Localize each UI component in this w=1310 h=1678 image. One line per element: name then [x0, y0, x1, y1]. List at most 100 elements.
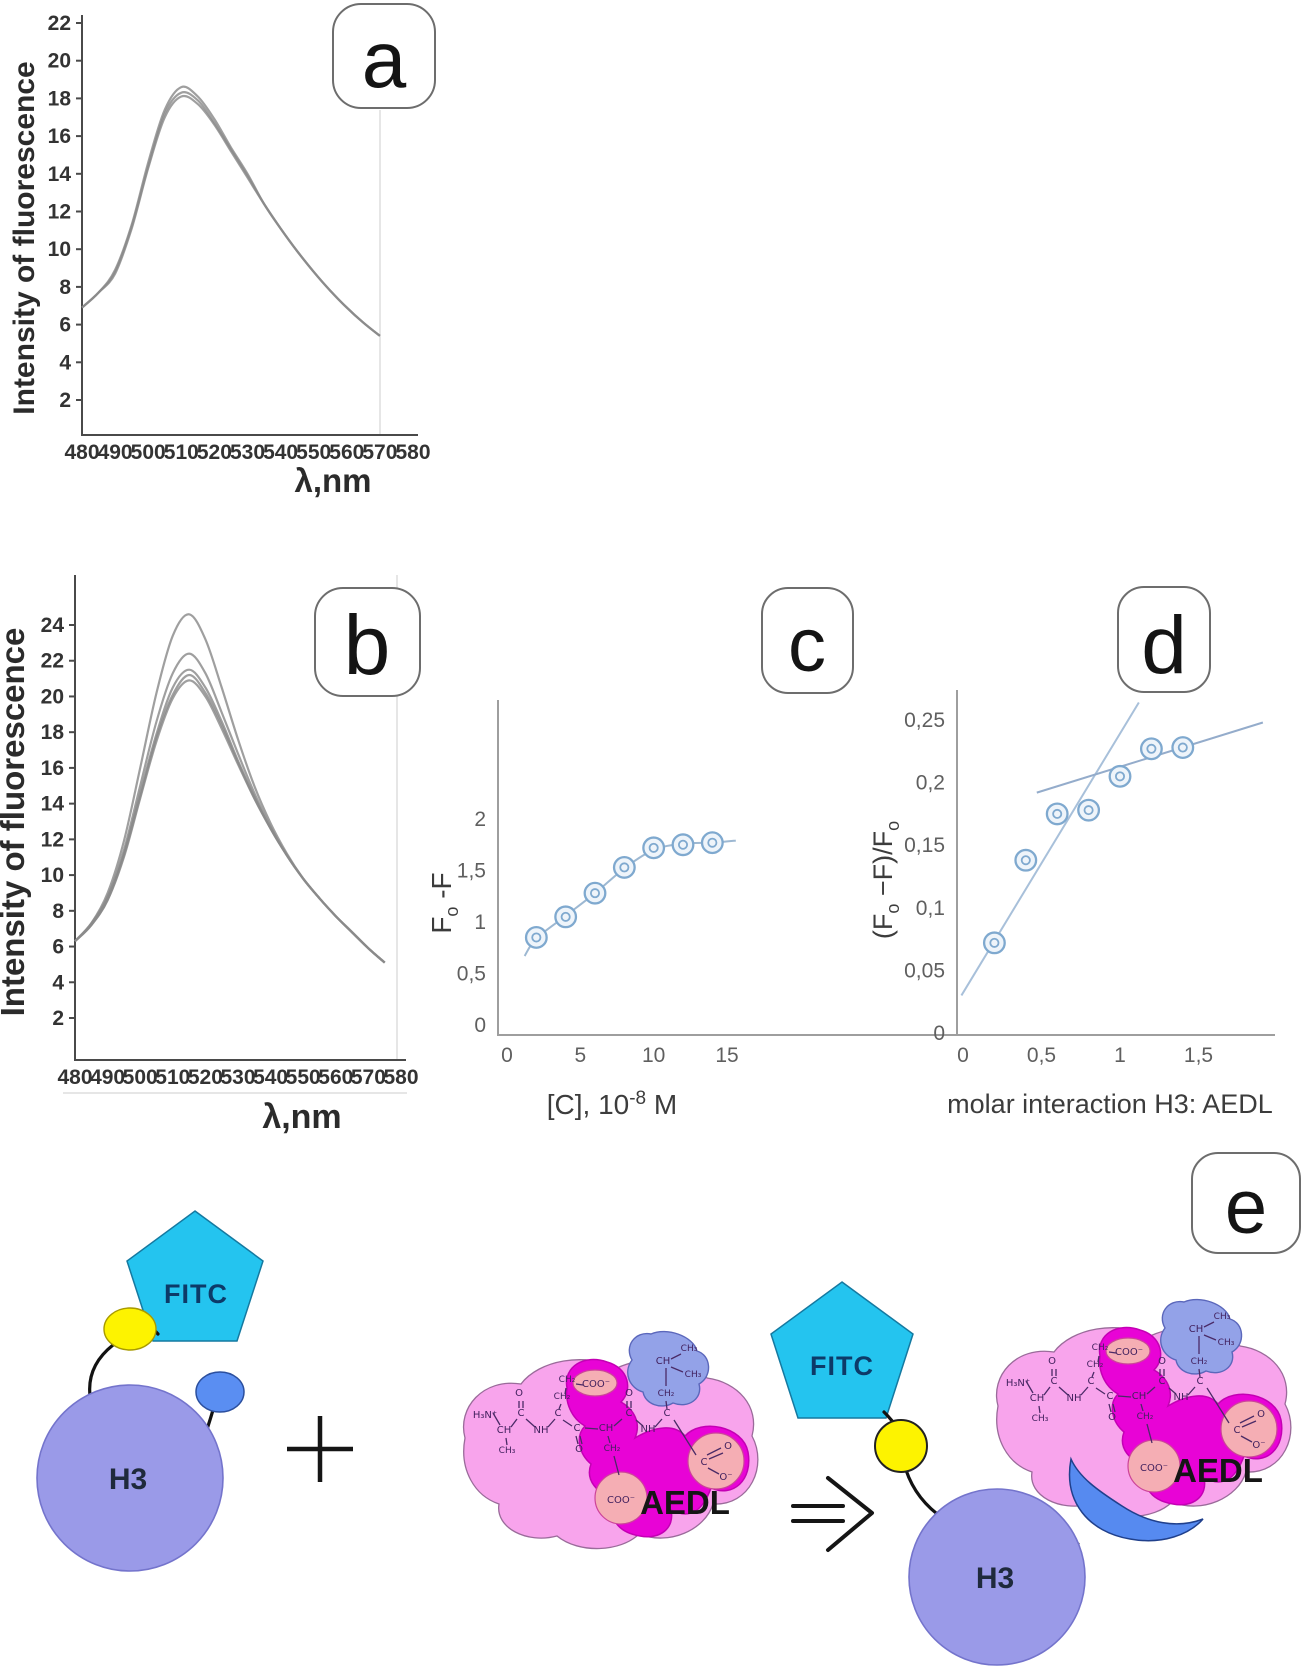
ylabel-sub: o — [883, 904, 903, 914]
aedl-name-label: AEDL — [640, 1484, 730, 1521]
chem-label: CH — [1189, 1324, 1204, 1335]
panel-a-spectrum-plot: 2468101214161820224804905005105205305405… — [48, 12, 431, 464]
panel-b-x-axis-label: λ,nm — [262, 1098, 341, 1136]
chem-label: O — [724, 1441, 732, 1452]
y-tick-label: 6 — [52, 936, 64, 959]
x-tick-label: 540 — [253, 1066, 288, 1089]
x-tick-label: 540 — [263, 441, 298, 464]
panel-label-a: a — [332, 3, 436, 109]
chem-bond — [1198, 1368, 1201, 1378]
chem-bond — [665, 1400, 668, 1410]
chem-bond — [575, 1435, 579, 1445]
chem-bond — [510, 1418, 518, 1428]
chem-bond — [1239, 1415, 1255, 1424]
xlabel-sup: -8 — [629, 1088, 646, 1109]
x-tick-label: 560 — [329, 441, 364, 464]
data-point-outer-ring — [982, 931, 1006, 955]
data-point-inner-ring — [678, 839, 689, 850]
chem-bond — [707, 1467, 720, 1475]
y-tick-label: 10 — [41, 864, 64, 887]
panel-label-box — [332, 3, 436, 109]
chem-label: C — [664, 1408, 671, 1419]
data-point-outer-ring — [700, 831, 724, 855]
ylabel-part: -F — [426, 872, 457, 906]
x-tick-label: 15 — [715, 1044, 738, 1067]
data-point-inner-ring — [1177, 742, 1188, 753]
carboxylate-bubble-right — [1220, 1400, 1278, 1458]
panel-a-y-axis-label: Intensity of fluorescence — [8, 61, 41, 414]
panel-letter: d — [1141, 600, 1187, 691]
chem-label: C — [1197, 1376, 1204, 1387]
chem-bond — [673, 1419, 697, 1456]
panel-label-b: b — [314, 587, 421, 697]
chem-bond — [708, 1452, 724, 1460]
y-tick-label: 1 — [474, 911, 486, 934]
xlabel-part: M — [646, 1089, 677, 1120]
leucine-sidechain-blob — [1160, 1298, 1243, 1375]
chem-label: O — [575, 1444, 583, 1455]
chem-bond — [706, 1447, 722, 1456]
chem-bond — [575, 1383, 584, 1386]
carboxylate-bubble-bottom — [594, 1471, 648, 1525]
data-point-inner-ring — [648, 842, 659, 853]
carboxylate-bubble-right — [687, 1432, 745, 1490]
panel-label-d: d — [1117, 586, 1211, 693]
crescent-binding-icon — [1068, 1456, 1204, 1542]
carboxylate-bubble-bottom — [1127, 1439, 1181, 1493]
data-point-outer-ring — [554, 905, 578, 929]
chem-bond — [1241, 1420, 1257, 1428]
axes — [497, 700, 960, 1036]
chem-label: CH₂ — [1137, 1412, 1154, 1422]
y-tick-label: 0,05 — [904, 959, 945, 982]
chem-bond — [1168, 1387, 1177, 1395]
y-tick-label: 2 — [59, 389, 71, 412]
x-tick-label: 530 — [220, 1066, 255, 1089]
x-tick-label: 480 — [57, 1066, 92, 1089]
chem-label: C — [1088, 1376, 1095, 1387]
y-tick-label: 4 — [59, 351, 71, 374]
data-point-inner-ring — [619, 862, 630, 873]
panel-a-x-axis-label: λ,nm — [294, 462, 371, 499]
y-tick-label: 2 — [52, 1007, 64, 1030]
yellow-linker-icon — [874, 1419, 928, 1473]
y-tick-label: 8 — [59, 276, 71, 299]
y-tick-label: 18 — [48, 87, 72, 110]
chem-label: C — [626, 1408, 633, 1419]
chem-bond — [1240, 1435, 1253, 1443]
x-tick-label: 500 — [131, 441, 166, 464]
chem-label: CH₂ — [1191, 1357, 1208, 1367]
data-point-outer-ring — [1045, 802, 1069, 826]
chem-label: NH — [1067, 1393, 1082, 1404]
data-point-outer-ring — [612, 855, 636, 879]
panel-b-spectrum-plot: 2468101214161820222448049050051052053054… — [41, 575, 419, 1094]
data-point-outer-ring — [671, 833, 695, 857]
chem-label: C — [555, 1408, 562, 1419]
chem-bond — [1043, 1386, 1051, 1396]
chem-bond — [562, 1419, 573, 1427]
x-tick-label: 1 — [1114, 1044, 1126, 1067]
panel-d-stoichiometry-plot: 0 0,05 0,1 0,15 0,2 0,25 0 0,5 1 1,5 — [904, 690, 1275, 1067]
chem-label: CH₃ — [1218, 1338, 1235, 1348]
spectrum-curve — [81, 85, 381, 337]
y-tick-label: 0,1 — [916, 897, 945, 920]
chem-label: CH₂ — [658, 1389, 675, 1399]
chem-label: CH₃ — [685, 1370, 702, 1380]
chem-bond — [1117, 1395, 1132, 1398]
panel-d-y-axis-label: (Fo −F)/Fo — [868, 821, 903, 939]
chem-label: COO⁻ — [582, 1379, 610, 1390]
data-point-inner-ring — [1083, 805, 1094, 816]
chem-label: CH — [656, 1356, 671, 1367]
x-tick-label: 1,5 — [1184, 1044, 1213, 1067]
chem-label: CH₂ — [1087, 1360, 1104, 1370]
chem-label: O⁻ — [719, 1472, 732, 1483]
x-tick-label: 510 — [155, 1066, 190, 1089]
chem-label: COO⁻ — [607, 1495, 635, 1506]
fitc-label: FITC — [164, 1279, 228, 1309]
chem-label: CH₃ — [681, 1344, 698, 1354]
reaction-arrow-icon — [791, 1476, 874, 1552]
data-point-inner-ring — [1146, 743, 1157, 754]
chem-bond — [1025, 1380, 1034, 1394]
panel-label-box — [761, 587, 854, 694]
chem-label: C — [574, 1423, 581, 1434]
